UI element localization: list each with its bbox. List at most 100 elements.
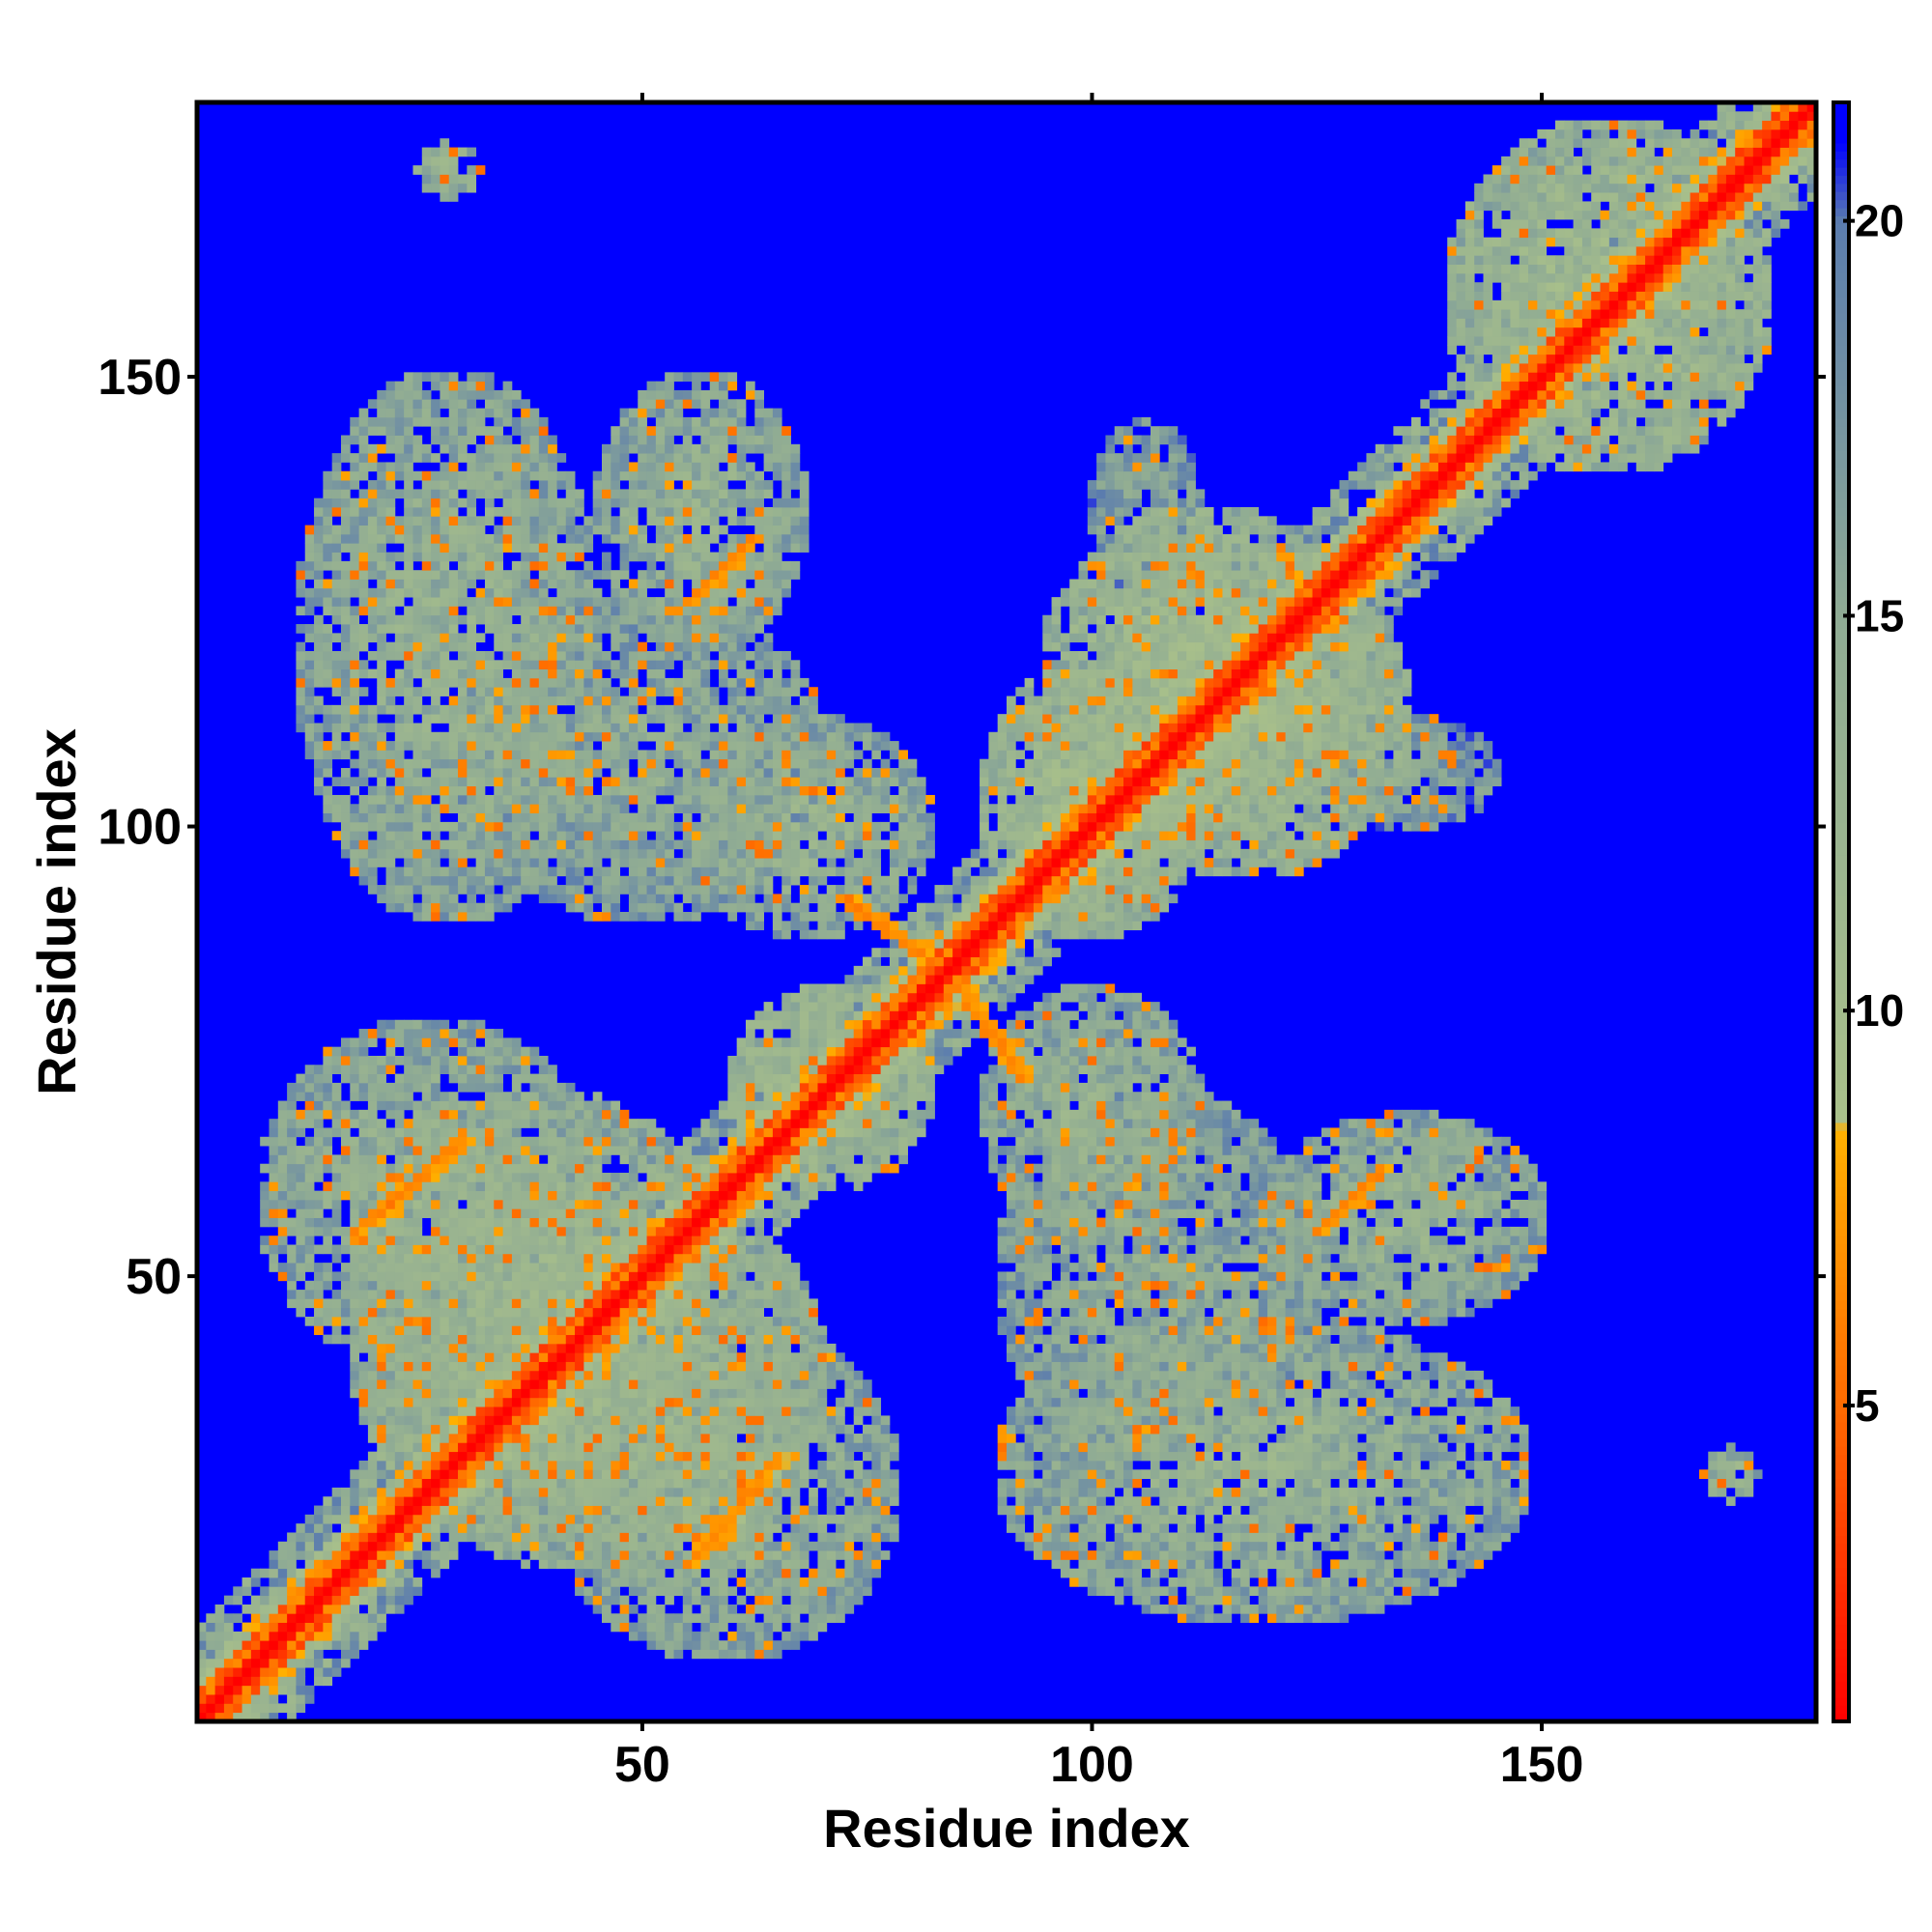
heatmap-cell [421, 443, 432, 454]
heatmap-cell [665, 507, 674, 517]
heatmap-cell [565, 570, 576, 580]
heatmap-cell [556, 1541, 567, 1551]
heatmap-cell [385, 489, 396, 499]
heatmap-cell [538, 1370, 549, 1380]
heatmap-cell [521, 1208, 530, 1218]
heatmap-cell [619, 821, 630, 832]
heatmap-cell [296, 1109, 306, 1120]
heatmap-cell [484, 1434, 495, 1443]
heatmap-cell [367, 1280, 378, 1291]
heatmap-cell [548, 489, 557, 499]
heatmap-cell [421, 1451, 432, 1462]
heatmap-cell [367, 1406, 378, 1416]
heatmap-cell [602, 1406, 611, 1416]
heatmap-cell [358, 1146, 369, 1155]
heatmap-cell [377, 408, 386, 418]
heatmap-cell [692, 597, 701, 607]
heatmap-cell [665, 570, 674, 580]
heatmap-cell [367, 858, 378, 867]
heatmap-cell [421, 1100, 432, 1111]
heatmap-cell [619, 507, 630, 517]
heatmap-cell [404, 1478, 413, 1489]
heatmap-cell [475, 443, 486, 454]
heatmap-cell [350, 821, 359, 832]
heatmap-cell [692, 1586, 701, 1597]
heatmap-cell [628, 723, 639, 733]
heatmap-cell [323, 1100, 333, 1111]
heatmap-cell [502, 1298, 513, 1309]
heatmap-cell [682, 1568, 693, 1578]
heatmap-cell [665, 1208, 674, 1218]
heatmap-cell [404, 587, 413, 598]
heatmap-cell [269, 1217, 279, 1228]
heatmap-cell [602, 1505, 611, 1516]
heatmap-cell [511, 560, 522, 571]
heatmap-cell [467, 1532, 477, 1543]
heatmap-cell [628, 1604, 639, 1614]
heatmap-cell [458, 543, 468, 553]
heatmap-cell [548, 1334, 557, 1345]
heatmap-cell [323, 606, 333, 616]
heatmap-cell [484, 858, 495, 867]
heatmap-cell [592, 1244, 603, 1255]
heatmap-cell [394, 750, 405, 760]
heatmap-cell [529, 696, 540, 706]
heatmap-cell [575, 587, 584, 598]
heatmap-cell [323, 1595, 333, 1605]
heatmap-cell [458, 453, 468, 463]
heatmap-cell [340, 1173, 351, 1182]
heatmap-cell [538, 768, 549, 778]
heatmap-cell [287, 1676, 297, 1687]
heatmap-cell [421, 614, 432, 625]
heatmap-cell [665, 660, 674, 669]
heatmap-cell [556, 1379, 567, 1389]
heatmap-cell [385, 723, 396, 733]
heatmap-cell [638, 1352, 647, 1362]
heatmap-cell [421, 704, 432, 715]
heatmap-cell [521, 641, 530, 652]
heatmap-cell [367, 1361, 378, 1372]
heatmap-cell [638, 696, 647, 706]
heatmap-cell [565, 723, 576, 733]
heatmap-cell [367, 1208, 378, 1218]
heatmap-cell [673, 1317, 684, 1326]
heatmap-cell [646, 560, 657, 571]
heatmap-cell [638, 1317, 647, 1326]
heatmap-cell [638, 1334, 647, 1345]
heatmap-cell [421, 1244, 432, 1255]
heatmap-cell [665, 1280, 674, 1291]
heatmap-cell [467, 1298, 477, 1309]
heatmap-cell [692, 426, 701, 436]
heatmap-cell [521, 804, 530, 813]
heatmap-cell [611, 1146, 621, 1155]
heatmap-cell [323, 1073, 333, 1084]
heatmap-cell [583, 1595, 594, 1605]
heatmap-cell [467, 894, 477, 904]
heatmap-cell [619, 1280, 630, 1291]
heatmap-cell [638, 408, 647, 418]
heatmap-cell [602, 1154, 611, 1165]
heatmap-cell [538, 714, 549, 724]
heatmap-cell [638, 1343, 647, 1353]
heatmap-cell [602, 1361, 611, 1372]
heatmap-cell [467, 516, 477, 526]
heatmap-cell [502, 731, 513, 742]
heatmap-cell [367, 867, 378, 877]
heatmap-cell [467, 1397, 477, 1407]
heatmap-cell [682, 1379, 693, 1389]
heatmap-cell [269, 1199, 279, 1209]
heatmap-cell [431, 1523, 440, 1533]
heatmap-cell [692, 848, 701, 859]
heatmap-cell [358, 1523, 369, 1533]
heatmap-cell [458, 1487, 468, 1497]
heatmap-cell [646, 894, 657, 904]
heatmap-cell [431, 641, 440, 652]
heatmap-cell [538, 1082, 549, 1093]
heatmap-cell [475, 462, 486, 472]
heatmap-cell [665, 543, 674, 553]
heatmap-cell [638, 1199, 647, 1209]
heatmap-cell [340, 570, 351, 580]
heatmap-cell [458, 1146, 468, 1155]
heatmap-cell [467, 1280, 477, 1291]
heatmap-cell [548, 1173, 557, 1182]
